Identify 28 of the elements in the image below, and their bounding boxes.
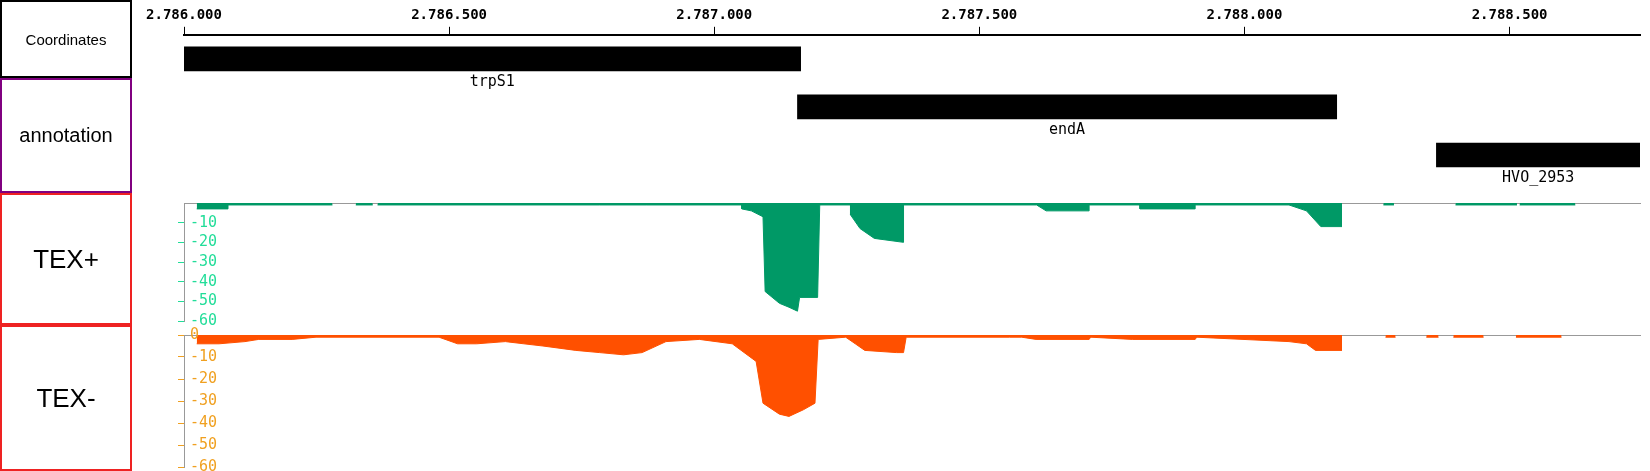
y-tick-label: 0: [190, 324, 200, 343]
y-tick-label: -50: [190, 291, 218, 310]
x-tick-label: 2.786.500: [411, 6, 488, 23]
bar: [1436, 142, 1640, 168]
bar: [184, 46, 801, 72]
y-axis-title: TEX-: [0, 325, 132, 471]
y-axis-title: TEX+: [0, 193, 132, 325]
bar: [797, 94, 1338, 120]
y-tick-label: -40: [190, 271, 218, 290]
y-tick-label: trpS1: [469, 72, 515, 91]
y-tick-label: -20: [190, 368, 218, 387]
y-tick-label: -30: [190, 390, 218, 409]
x-tick-label: 2.788.000: [1206, 6, 1283, 23]
y-tick-label: -10: [190, 212, 218, 231]
x-tick-label: 2.787.000: [676, 6, 753, 23]
x-tick-label: 2.787.500: [941, 6, 1018, 23]
y-tick-label: -60: [190, 456, 218, 471]
y-tick-label: -10: [190, 346, 218, 365]
y-tick-label: -30: [190, 251, 218, 270]
y-tick-label: -40: [190, 412, 218, 431]
x-tick-label: 2.788.500: [1471, 6, 1548, 23]
y-tick-label: endA: [1049, 120, 1086, 139]
y-axis-title: annotation: [0, 78, 132, 193]
x-axis-title: Coordinates: [0, 0, 132, 78]
y-tick-label: -50: [190, 434, 218, 453]
y-tick-label: -20: [190, 232, 218, 251]
x-tick-label: 2.786.000: [146, 6, 222, 23]
y-tick-label: HVO_2953: [1502, 168, 1575, 187]
